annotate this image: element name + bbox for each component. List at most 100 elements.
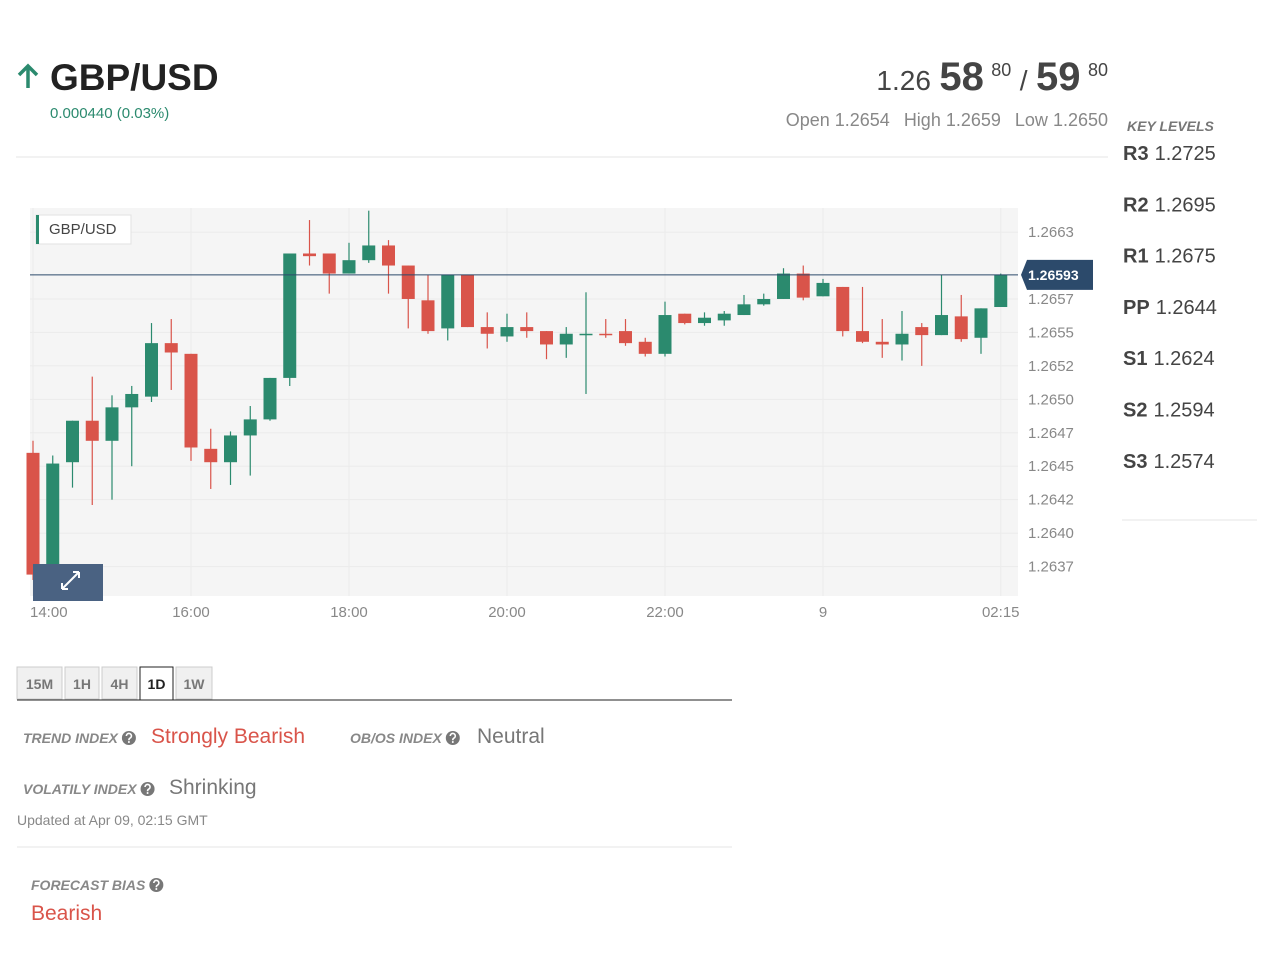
candle-body xyxy=(678,313,692,324)
expand-icon xyxy=(61,571,80,590)
timeframe-tab[interactable]: 1D xyxy=(139,666,174,701)
tab-label[interactable]: 15M xyxy=(26,676,53,692)
x-tick-label: 16:00 xyxy=(172,604,210,621)
ohl-label: High xyxy=(904,110,941,130)
key-level: R3 1.2725 xyxy=(1123,143,1216,165)
forecast-label: FORECAST BIAS xyxy=(31,877,146,893)
bid-pips: 58 xyxy=(939,55,984,99)
indicator-value: Neutral xyxy=(477,725,545,748)
indicator-label: TREND INDEX xyxy=(23,730,120,746)
tab-box[interactable] xyxy=(16,666,63,700)
key-level: S3 1.2574 xyxy=(1123,451,1215,473)
help-icon[interactable] xyxy=(121,731,136,745)
candle-body xyxy=(935,315,948,336)
chart-title: GBP/USD xyxy=(49,221,117,238)
candle-body xyxy=(105,407,119,441)
chart-legend xyxy=(35,214,132,245)
candle-body xyxy=(599,333,613,336)
timeframe-tab[interactable]: 4H xyxy=(101,666,138,700)
candle-body xyxy=(164,343,178,353)
legend-accent xyxy=(36,215,39,244)
plot-area xyxy=(30,208,1018,596)
ask-pips: 59 xyxy=(1036,55,1081,99)
candle-body xyxy=(954,316,968,340)
current-price-tag xyxy=(1021,259,1093,290)
help-glyph xyxy=(144,783,151,792)
key-level: R2 1.2695 xyxy=(1123,194,1216,216)
tab-box[interactable] xyxy=(64,666,100,700)
key-level: S2 1.2594 xyxy=(1123,400,1215,422)
candle-body xyxy=(895,333,909,345)
candle-body xyxy=(66,420,79,463)
symbol: GBP/USD xyxy=(50,57,219,98)
timeframe-tab[interactable]: 15M xyxy=(16,666,63,700)
candle-body xyxy=(125,393,139,408)
help-glyph xyxy=(125,732,133,741)
key-level-value: 1.2644 xyxy=(1156,297,1217,319)
help-icon[interactable] xyxy=(445,731,460,745)
ohl-value: 1.2650 xyxy=(1053,110,1108,130)
candle-body xyxy=(145,343,158,397)
tab-box[interactable] xyxy=(175,666,213,700)
key-level-name: S1 xyxy=(1123,348,1147,370)
y-tick-label: 1.2655 xyxy=(1028,324,1074,341)
key-level-name: S3 xyxy=(1123,451,1147,473)
candle-body xyxy=(875,341,889,345)
tab-label[interactable]: 1H xyxy=(73,676,91,692)
key-level-value: 1.2725 xyxy=(1155,143,1216,165)
ohl-value: 1.2659 xyxy=(946,110,1001,130)
bid-big: 1.26 xyxy=(876,65,931,96)
timeframe-tab[interactable]: 1W xyxy=(175,666,213,700)
help-icon[interactable] xyxy=(140,782,155,796)
candle-body xyxy=(500,327,514,337)
change: 0.000440 (0.03%) xyxy=(50,105,169,122)
help-dot xyxy=(451,741,454,743)
key-level: R1 1.2675 xyxy=(1123,246,1216,268)
help-icon[interactable] xyxy=(149,878,164,892)
y-tick-label: 1.2640 xyxy=(1028,525,1074,542)
y-tick-label: 1.2637 xyxy=(1028,559,1074,576)
bid-fraction: 80 xyxy=(991,60,1011,80)
tab-label[interactable]: 1W xyxy=(184,676,206,692)
x-tick-label: 02:15 xyxy=(982,604,1020,621)
candle-body xyxy=(856,331,869,342)
candle-body xyxy=(362,245,376,261)
candle-body xyxy=(26,452,40,575)
y-tick-label: 1.2652 xyxy=(1028,358,1074,375)
help-dot xyxy=(127,741,130,743)
candle-body xyxy=(322,253,336,274)
x-tick-label: 20:00 xyxy=(488,604,526,621)
candle-body xyxy=(204,448,218,463)
candle-body xyxy=(461,274,474,328)
candle-body xyxy=(816,282,830,297)
candle-body xyxy=(263,377,277,420)
x-tick-label: 22:00 xyxy=(646,604,684,621)
tab-box[interactable] xyxy=(139,666,174,701)
tab-box[interactable] xyxy=(101,666,138,700)
candle-body xyxy=(243,419,257,436)
candle-body xyxy=(382,245,395,266)
indicator-label: OB/OS INDEX xyxy=(350,730,443,746)
ohl-label: Open xyxy=(786,110,830,130)
current-price-label: 1.26593 xyxy=(1028,267,1079,283)
candle-body xyxy=(540,331,553,345)
candle-body xyxy=(638,341,652,354)
ask-fraction: 80 xyxy=(1088,60,1108,80)
help-dot xyxy=(155,888,158,890)
candle-body xyxy=(974,308,988,338)
tab-label[interactable]: 4H xyxy=(111,676,129,692)
key-level-name: S2 xyxy=(1123,400,1147,422)
y-tick-label: 1.2647 xyxy=(1028,425,1074,442)
candle-body xyxy=(836,286,850,332)
timeframe-tab[interactable]: 1H xyxy=(64,666,100,700)
ohl-label: Low xyxy=(1015,110,1049,130)
updated: Updated at Apr 09, 02:15 GMT xyxy=(17,812,208,828)
x-tick-label: 18:00 xyxy=(330,604,368,621)
candle-body xyxy=(85,420,99,441)
help-dot xyxy=(146,792,149,794)
forecast-value: Bearish xyxy=(31,902,102,925)
tab-label[interactable]: 1D xyxy=(148,676,166,692)
quote: 1.26 58 80 / 59 80 xyxy=(876,55,1108,99)
key-level: PP 1.2644 xyxy=(1123,297,1217,319)
